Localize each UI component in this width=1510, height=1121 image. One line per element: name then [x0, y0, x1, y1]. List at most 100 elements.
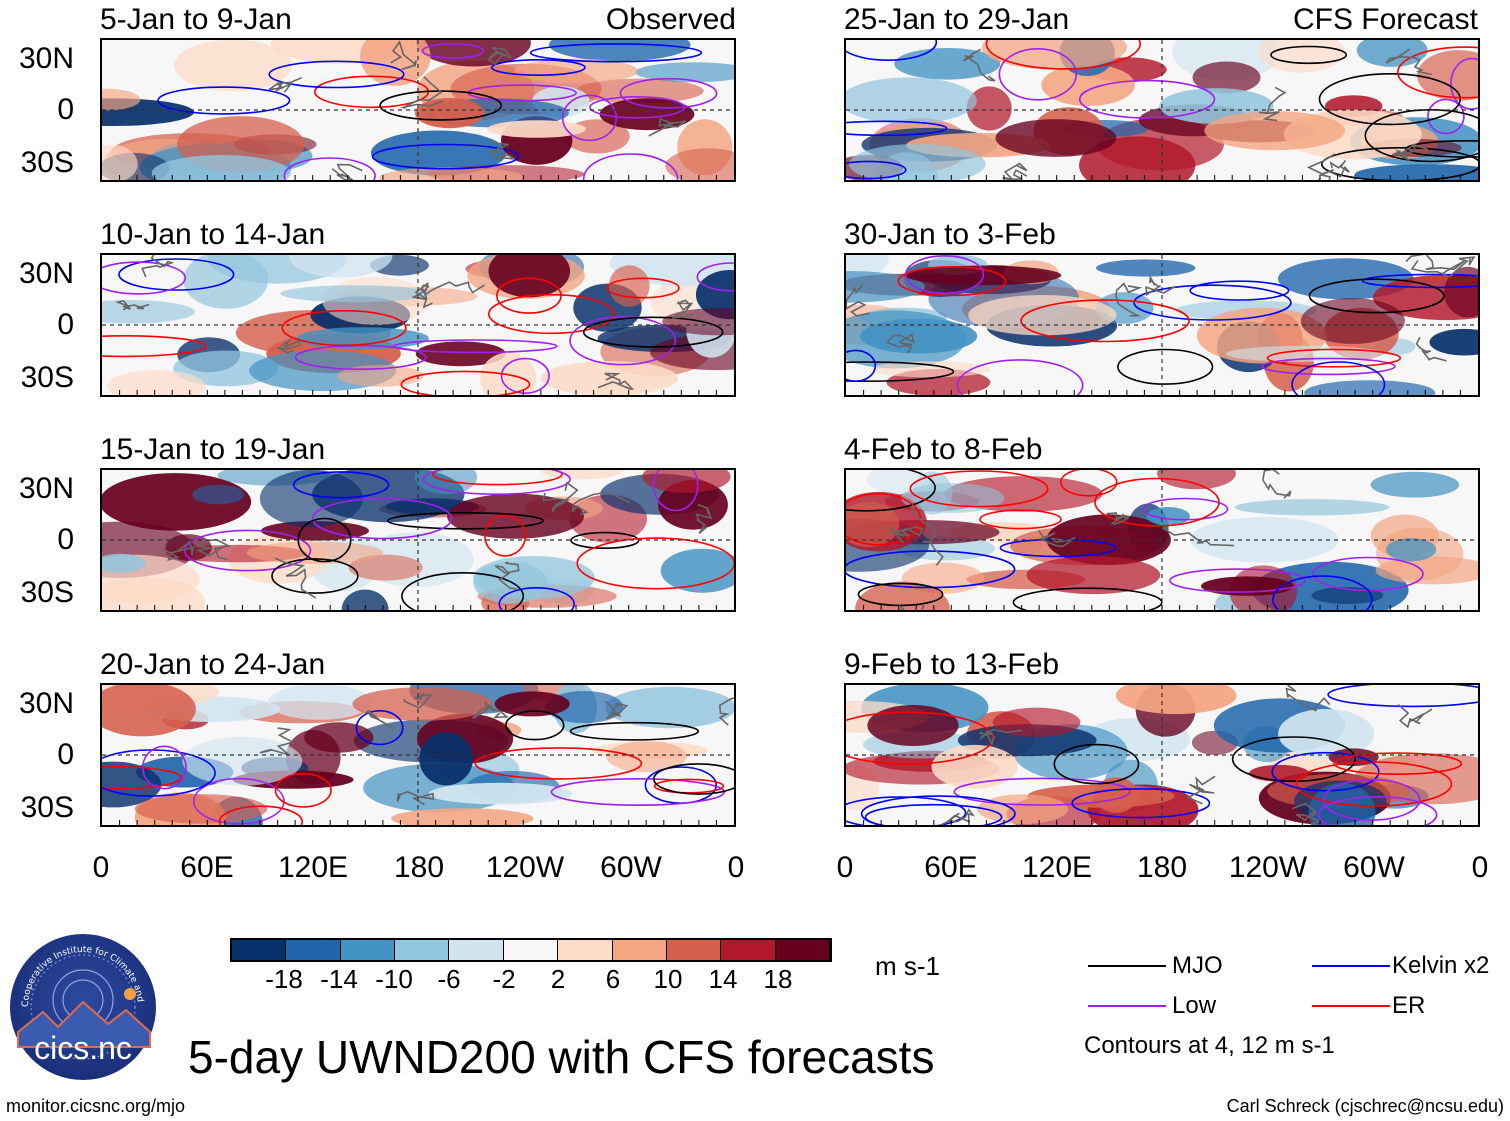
panel-date: 30-Jan to 3-Feb — [844, 218, 1056, 251]
wind-anomaly-blob — [1354, 164, 1478, 180]
coastline — [695, 503, 713, 535]
wave-contour — [1261, 357, 1396, 376]
colorbar-swatch — [721, 940, 776, 960]
coastline — [1410, 256, 1476, 278]
wind-anomaly-blob — [608, 265, 650, 307]
wind-anomaly-blob — [514, 58, 639, 84]
wind-anomaly-blob — [1386, 538, 1437, 562]
wave-contour — [192, 777, 285, 825]
lat-label: 30S — [20, 146, 74, 179]
wave-contour — [292, 471, 390, 499]
wave-contour — [157, 86, 291, 115]
logo-text: cics.nc — [34, 1030, 132, 1066]
coastline — [390, 40, 418, 71]
coastline — [1262, 470, 1292, 499]
lat-label: 0 — [57, 738, 74, 771]
lon-label: 60E — [180, 851, 234, 884]
wave-contour — [218, 805, 303, 825]
wave-contour — [1397, 46, 1478, 99]
wind-anomaly-blob — [415, 98, 485, 129]
map-field — [100, 683, 736, 827]
colorbar-swatch — [775, 940, 830, 960]
wind-anomaly-blob — [931, 744, 1018, 789]
lat-label: 30N — [18, 472, 74, 505]
wave-contour — [956, 359, 1084, 395]
wind-anomaly-blob — [606, 741, 687, 773]
wave-contour — [1427, 98, 1465, 135]
wave-contour — [846, 361, 955, 382]
wind-anomaly-blob — [107, 370, 206, 395]
wind-anomaly-blob — [846, 77, 977, 124]
coastline — [938, 808, 976, 825]
wind-anomaly-blob — [473, 561, 548, 604]
wind-anomaly-blob — [267, 685, 372, 720]
coastline — [542, 481, 579, 513]
wave-contour — [1327, 685, 1478, 708]
wind-anomaly-blob — [662, 308, 734, 336]
coastline — [489, 141, 516, 160]
wind-anomaly-blob — [966, 86, 1012, 131]
lat-label: 30S — [20, 791, 74, 824]
wave-contour — [846, 349, 877, 382]
coastline — [1002, 162, 1028, 180]
lat-label: 0 — [57, 93, 74, 126]
coastline — [365, 709, 394, 730]
wind-anomaly-blob — [134, 794, 268, 824]
wave-contour — [1020, 299, 1190, 343]
coastline — [888, 525, 924, 544]
contours-note: Contours at 4, 12 m s-1 — [1084, 1032, 1335, 1059]
wind-anomaly-blob — [289, 255, 393, 278]
wind-anomaly-blob — [1146, 507, 1190, 526]
wave-contour — [386, 511, 545, 530]
wave-contour — [274, 772, 332, 808]
wind-anomaly-blob — [174, 40, 293, 92]
coastline — [196, 538, 232, 561]
wind-anomaly-blob — [968, 295, 1117, 336]
wave-contour — [569, 315, 677, 366]
coastline — [1385, 48, 1432, 76]
footer-url[interactable]: monitor.cicsnc.org/mjo — [6, 1096, 186, 1116]
colorbar-tick: 6 — [605, 964, 621, 994]
page-title: 5-day UWND200 with CFS forecasts — [188, 1031, 935, 1083]
wave-contour — [400, 370, 531, 395]
coastline — [1258, 86, 1287, 122]
wave-contour — [569, 721, 700, 741]
wind-anomaly-blob — [605, 686, 734, 729]
colorbar-swatch — [395, 940, 450, 960]
wind-anomaly-blob — [1258, 40, 1345, 73]
coastline — [910, 506, 944, 566]
colorbar-tick: -18 — [265, 964, 303, 994]
wave-contour — [696, 262, 734, 292]
wave-contour — [1270, 45, 1347, 65]
wave-contour — [484, 514, 527, 557]
wave-contour — [102, 335, 207, 358]
lon-label: 180 — [393, 851, 445, 884]
coastline — [274, 557, 317, 599]
lat-label: 30S — [20, 576, 74, 609]
wave-contour — [1321, 147, 1478, 180]
map-field — [844, 38, 1480, 182]
colorbar-swatch — [340, 940, 396, 960]
wind-anomaly-blob — [173, 350, 279, 387]
wind-anomaly-blob — [1201, 576, 1294, 596]
wave-contour — [1060, 470, 1118, 497]
forecast-label: CFS Forecast — [1292, 3, 1478, 36]
wave-contour — [561, 94, 618, 142]
coastline — [604, 700, 629, 720]
wave-contour — [281, 309, 407, 347]
wave-contour — [1271, 751, 1380, 792]
wave-contour — [474, 747, 643, 780]
panel-date: 20-Jan to 24-Jan — [100, 648, 326, 681]
wind-anomaly-blob — [642, 470, 731, 493]
wind-anomaly-blob — [102, 685, 196, 737]
colorbar-swatch — [449, 940, 504, 960]
wave-contour — [846, 160, 907, 180]
colorbar-swatch — [666, 940, 722, 960]
coastline — [1115, 282, 1143, 317]
wave-contour — [1322, 778, 1421, 821]
wave-contour — [1078, 79, 1216, 119]
footer-credit: Carl Schreck (cjschrec@ncsu.edu) — [1226, 1096, 1504, 1116]
wave-contour — [102, 261, 186, 295]
colorbar-swatch — [612, 940, 667, 960]
wave-contour — [860, 795, 1016, 825]
